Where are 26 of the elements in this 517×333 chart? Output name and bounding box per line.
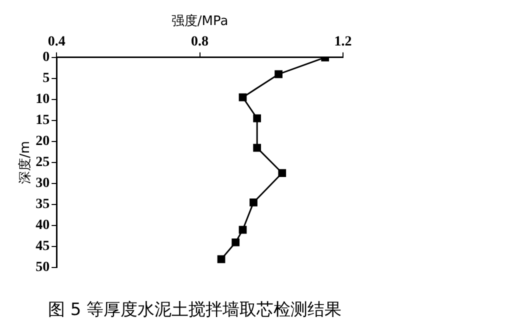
y-tick-label: 45 (36, 239, 50, 254)
point (278, 169, 286, 177)
point (238, 93, 247, 102)
y-tick-label: 5 (42, 71, 50, 86)
point (238, 226, 247, 234)
point (250, 198, 258, 206)
y-tick-label: 10 (36, 92, 50, 108)
x-axis-title: 强度/MPa (171, 13, 228, 30)
point (253, 144, 262, 152)
x-tick-label: 0.8 (191, 34, 209, 50)
point (217, 255, 226, 264)
y-tick-label: 15 (36, 113, 50, 128)
caption: 图 5 等厚度水泥土搅拌墙取芯检测结果 (47, 299, 343, 321)
y-axis-title: 深度/m (17, 140, 34, 184)
y-tick-label: 20 (36, 134, 50, 150)
y-tick-label: 25 (36, 155, 50, 170)
y-tick-label: 50 (36, 260, 50, 276)
point (274, 70, 282, 78)
y-tick-label: 40 (36, 218, 50, 234)
point (253, 114, 262, 122)
y-tick-label: 30 (36, 176, 50, 192)
x-tick-label: 1.2 (334, 34, 352, 50)
x-tick-label: 0.4 (48, 34, 66, 50)
y-tick-label: 35 (36, 197, 50, 212)
y-tick-label: 0 (42, 50, 50, 66)
point (232, 238, 240, 246)
